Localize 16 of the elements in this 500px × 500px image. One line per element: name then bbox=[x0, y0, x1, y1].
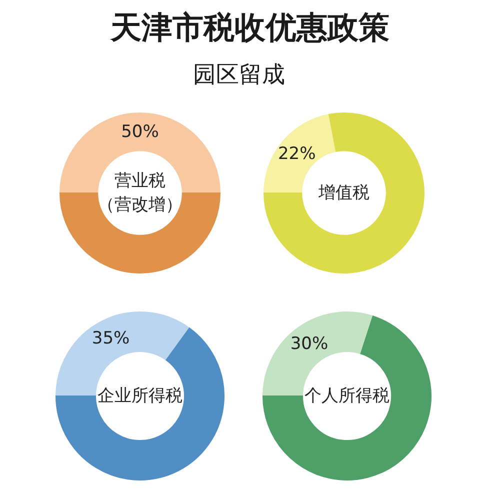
donut-slice bbox=[262, 316, 432, 480]
text: 增值税 bbox=[318, 182, 370, 205]
chart-title: 天津市税收优惠政策 bbox=[109, 9, 390, 48]
data-label: 50% bbox=[121, 122, 159, 142]
text: （营改增） bbox=[98, 194, 182, 217]
chart-subtitle: 园区留成 bbox=[192, 61, 286, 90]
donut-slice bbox=[264, 112, 424, 274]
data-label: 22% bbox=[278, 144, 316, 164]
text: 企业所得税 bbox=[98, 385, 182, 408]
donut-slice bbox=[60, 112, 220, 194]
data-label: 35% bbox=[92, 328, 130, 349]
donut-slice bbox=[60, 192, 220, 274]
donut-slice bbox=[56, 328, 224, 480]
text: 营业税 bbox=[114, 170, 166, 193]
data-label: 30% bbox=[290, 334, 328, 354]
text: 个人所得税 bbox=[304, 385, 390, 408]
